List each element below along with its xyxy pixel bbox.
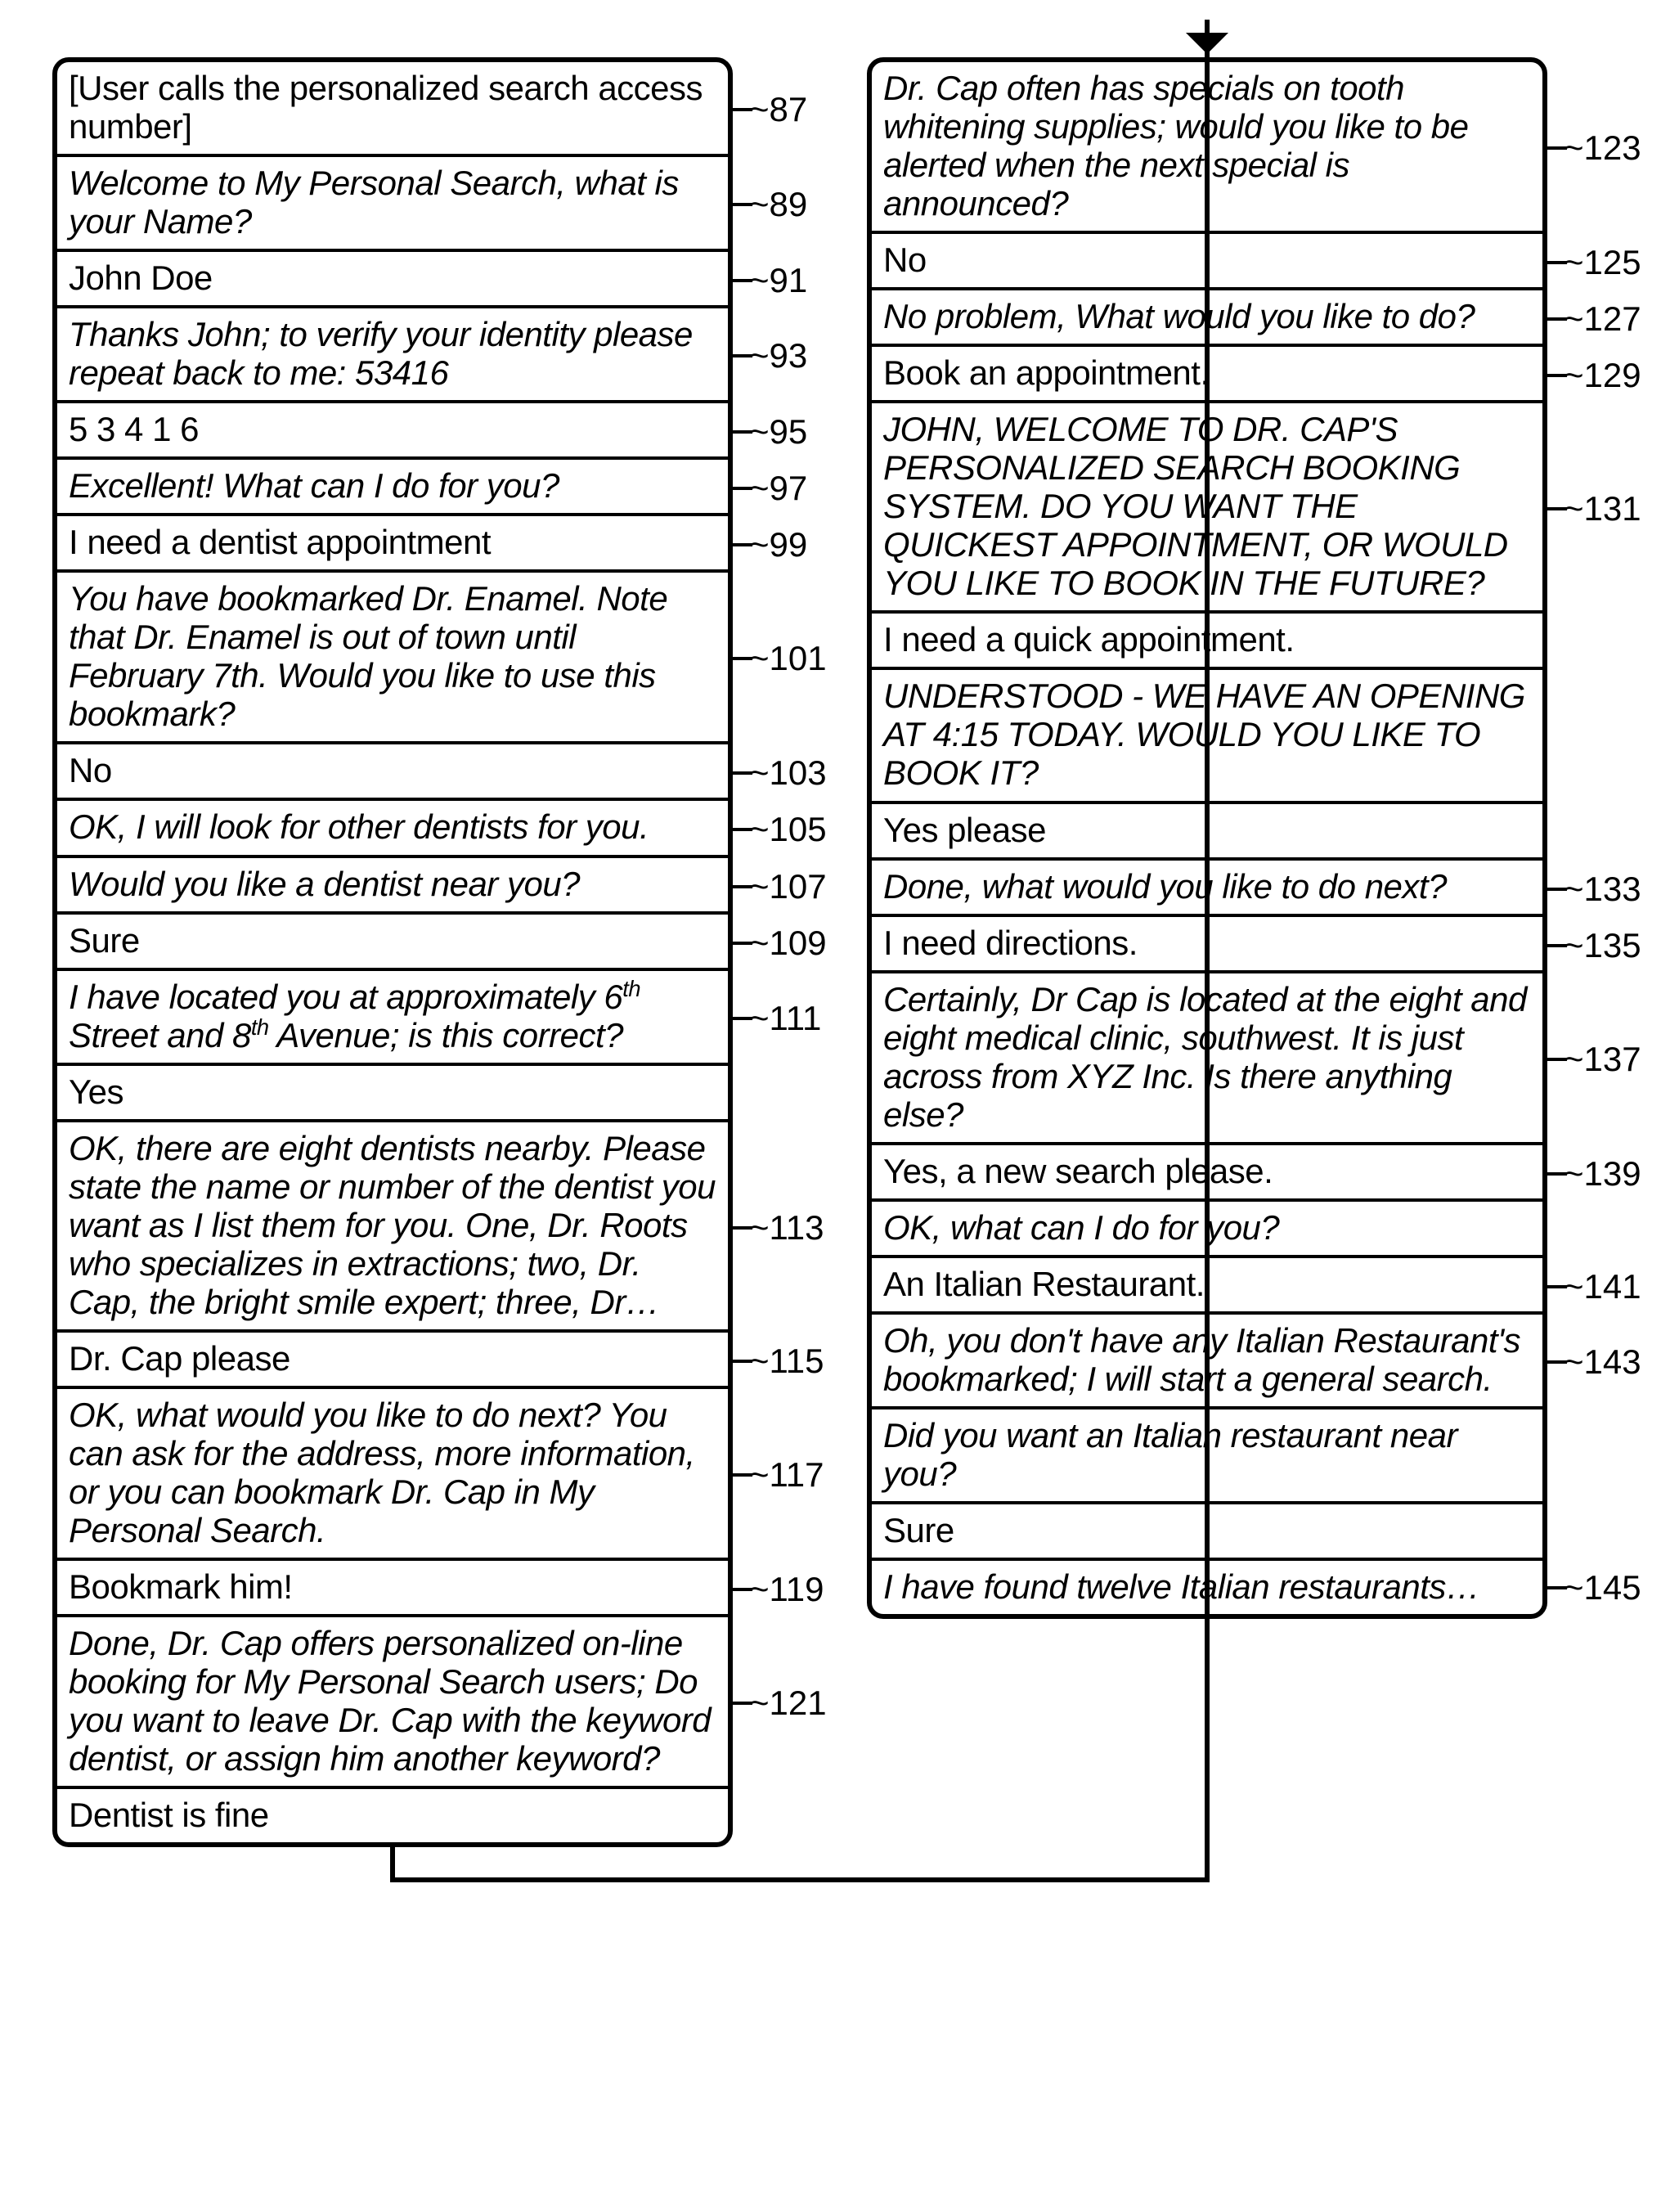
ref-label: ~107 xyxy=(749,867,827,906)
ref-label: ~97 xyxy=(749,469,807,508)
dialog-cell: You have bookmarked Dr. Enamel. Note tha… xyxy=(57,573,728,744)
ref-label: ~93 xyxy=(749,336,807,375)
ref-label: ~109 xyxy=(749,924,827,963)
ref-label: ~111 xyxy=(749,999,821,1038)
dialog-cell: [User calls the personalized search acce… xyxy=(57,62,728,157)
ref-label: ~143 xyxy=(1564,1342,1641,1382)
ref-label: ~115 xyxy=(749,1342,824,1381)
dialog-cell: 5 3 4 1 6 xyxy=(57,403,728,460)
ref-label: ~123 xyxy=(1564,128,1641,168)
dialog-cell: Dr. Cap please xyxy=(57,1333,728,1389)
dialog-cell: Done, Dr. Cap offers personalized on-lin… xyxy=(57,1617,728,1789)
dialog-cell: Dentist is fine xyxy=(57,1789,728,1842)
ref-label: ~121 xyxy=(749,1684,827,1723)
ref-label: ~141 xyxy=(1564,1267,1641,1306)
dialog-cell: Would you like a dentist near you? xyxy=(57,858,728,915)
connector-segment xyxy=(390,1877,1210,1882)
connector-segment xyxy=(1205,20,1210,1882)
connector-segment xyxy=(390,1847,395,1880)
ref-label: ~103 xyxy=(749,753,827,793)
dialog-cell: I need a dentist appointment xyxy=(57,516,728,573)
ref-label: ~101 xyxy=(749,639,827,678)
ref-label: ~129 xyxy=(1564,356,1641,395)
ref-label: ~119 xyxy=(749,1570,824,1609)
dialog-cell: Thanks John; to verify your identity ple… xyxy=(57,308,728,403)
ref-label: ~99 xyxy=(749,525,807,564)
ref-label: ~117 xyxy=(749,1455,824,1495)
dialog-cell: Bookmark him! xyxy=(57,1561,728,1617)
dialog-cell: Welcome to My Personal Search, what is y… xyxy=(57,157,728,252)
page: [User calls the personalized search acce… xyxy=(0,0,1670,2212)
ref-label: ~87 xyxy=(749,90,807,129)
ref-label: ~95 xyxy=(749,412,807,452)
ref-label: ~131 xyxy=(1564,489,1641,528)
ref-label: ~139 xyxy=(1564,1154,1641,1194)
ref-label: ~91 xyxy=(749,261,807,300)
ref-label: ~105 xyxy=(749,810,827,849)
ref-label: ~125 xyxy=(1564,243,1641,282)
dialog-cell: Sure xyxy=(57,915,728,971)
ref-label: ~137 xyxy=(1564,1040,1641,1079)
dialog-cell: OK, what would you like to do next? You … xyxy=(57,1389,728,1561)
left-column: [User calls the personalized search acce… xyxy=(52,57,733,1847)
ref-label: ~145 xyxy=(1564,1568,1641,1607)
ref-label: ~113 xyxy=(749,1208,824,1248)
ref-label: ~89 xyxy=(749,185,807,224)
dialog-cell: OK, there are eight dentists nearby. Ple… xyxy=(57,1122,728,1333)
ref-label: ~133 xyxy=(1564,870,1641,909)
dialog-cell: OK, I will look for other dentists for y… xyxy=(57,801,728,857)
dialog-cell: Excellent! What can I do for you? xyxy=(57,460,728,516)
ref-label: ~135 xyxy=(1564,926,1641,965)
dialog-cell: I have located you at approximately 6th … xyxy=(57,971,728,1066)
dialog-cell: John Doe xyxy=(57,252,728,308)
dialog-cell: No xyxy=(57,744,728,801)
dialog-cell: Yes xyxy=(57,1066,728,1122)
connector-arrowhead xyxy=(1186,33,1228,54)
ref-label: ~127 xyxy=(1564,299,1641,339)
